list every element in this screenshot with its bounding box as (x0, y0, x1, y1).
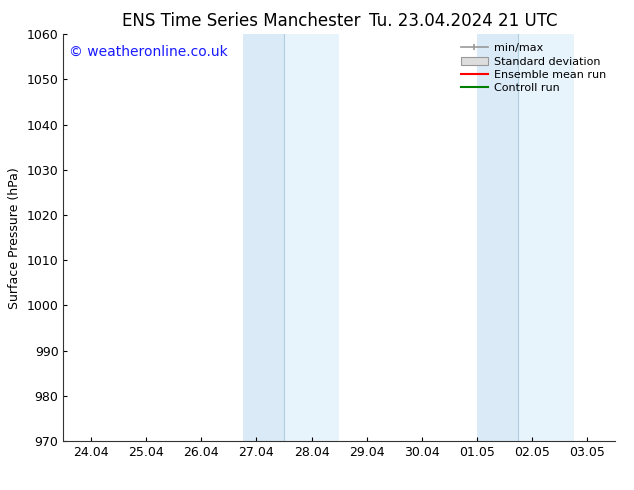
Text: © weatheronline.co.uk: © weatheronline.co.uk (69, 45, 228, 58)
Text: ENS Time Series Manchester: ENS Time Series Manchester (122, 12, 360, 30)
Legend: min/max, Standard deviation, Ensemble mean run, Controll run: min/max, Standard deviation, Ensemble me… (457, 40, 609, 97)
Bar (243, 34, 284, 441)
Bar (519, 34, 574, 441)
Bar (284, 34, 339, 441)
Bar (477, 34, 519, 441)
Text: Tu. 23.04.2024 21 UTC: Tu. 23.04.2024 21 UTC (368, 12, 557, 30)
Y-axis label: Surface Pressure (hPa): Surface Pressure (hPa) (8, 167, 21, 309)
